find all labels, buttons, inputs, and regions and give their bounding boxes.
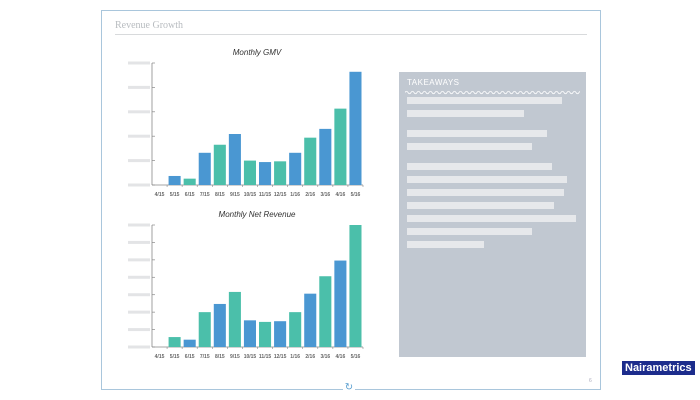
bar-2-16 — [304, 293, 317, 347]
bar-9-15 — [228, 291, 241, 347]
x-tick-label: 10/15 — [244, 354, 257, 360]
title-divider — [115, 34, 587, 35]
brand-logo-icon: ↻ — [343, 382, 355, 394]
placeholder-line — [407, 110, 524, 117]
placeholder-line — [407, 176, 567, 183]
x-tick-label: 5/15 — [170, 354, 180, 360]
bar-5-16 — [349, 71, 362, 185]
bar-3-16 — [319, 128, 332, 185]
y-tick-placeholder — [128, 85, 150, 89]
y-tick-placeholder — [128, 61, 150, 65]
y-tick-placeholder — [128, 275, 150, 279]
bar-5-15 — [168, 175, 181, 185]
monthly-gmv-chart: Monthly GMV 4/15 5/15 6/15 7/15 8/15 9/15 10/15… — [128, 48, 364, 198]
y-tick-placeholder — [128, 258, 150, 262]
x-tick-label: 5/15 — [170, 192, 180, 198]
bar-8-15 — [213, 144, 226, 185]
x-tick-label: 5/16 — [351, 192, 361, 198]
x-tick-label: 3/16 — [320, 192, 330, 198]
bar-4-16 — [334, 260, 347, 347]
x-tick-label: 4/15 — [155, 354, 165, 360]
x-tick-label: 7/15 — [200, 192, 210, 198]
placeholder-line — [407, 163, 552, 170]
bar-10-15 — [243, 320, 256, 347]
y-tick-placeholder — [128, 134, 150, 138]
placeholder-line — [407, 228, 532, 235]
bar-3-16 — [319, 276, 332, 347]
bar-11-15 — [259, 162, 272, 185]
x-tick-label: 8/15 — [215, 192, 225, 198]
y-tick-placeholder — [128, 240, 150, 244]
bar-2-16 — [304, 137, 317, 185]
x-tick-label: 8/15 — [215, 354, 225, 360]
bar-6-15 — [183, 178, 196, 185]
x-tick-label: 5/16 — [351, 354, 361, 360]
takeaways-heading: TAKEAWAYS — [407, 78, 460, 87]
y-tick-placeholder — [128, 345, 150, 349]
nairametrics-watermark: Nairametrics — [622, 361, 695, 375]
bar-11-15 — [259, 321, 272, 347]
bar-7-15 — [198, 312, 211, 347]
bar-10-15 — [243, 160, 256, 185]
chart-title: Monthly GMV — [233, 48, 282, 57]
y-tick-placeholder — [128, 110, 150, 114]
x-tick-label: 12/15 — [274, 354, 287, 360]
y-tick-placeholder — [128, 310, 150, 314]
x-tick-label: 4/16 — [336, 354, 346, 360]
placeholder-line — [407, 130, 547, 137]
bar-7-15 — [198, 152, 211, 185]
bar-1-16 — [289, 152, 302, 185]
x-tick-label: 9/15 — [230, 192, 240, 198]
placeholder-line — [407, 189, 564, 196]
bar-4-16 — [334, 108, 347, 185]
x-tick-label: 11/15 — [259, 192, 271, 198]
placeholder-line — [407, 97, 562, 104]
page-number: 6 — [589, 378, 592, 384]
takeaways-panel: TAKEAWAYS — [399, 72, 586, 357]
bar-12-15 — [274, 321, 287, 347]
y-tick-placeholder — [128, 328, 150, 332]
y-tick-placeholder — [128, 293, 150, 297]
placeholder-line — [407, 215, 576, 222]
x-tick-label: 2/16 — [305, 354, 315, 360]
bar-5-16 — [349, 225, 362, 347]
bar-12-15 — [274, 161, 287, 185]
y-tick-placeholder — [128, 183, 150, 187]
chart-title: Monthly Net Revenue — [219, 210, 296, 219]
x-tick-label: 4/15 — [155, 192, 165, 198]
placeholder-line — [407, 143, 532, 150]
x-tick-label: 10/15 — [244, 192, 257, 198]
placeholder-line — [407, 241, 484, 248]
bar-1-16 — [289, 312, 302, 347]
x-tick-label: 1/16 — [290, 192, 300, 198]
placeholder-line — [407, 202, 554, 209]
slide-title: Revenue Growth — [115, 20, 184, 31]
y-tick-placeholder — [128, 223, 150, 227]
monthly-net-revenue-chart: Monthly Net Revenue 4/15 5/15 6/15 7/15 8/15 9… — [128, 210, 364, 360]
x-tick-label: 7/15 — [200, 354, 210, 360]
x-tick-label: 11/15 — [259, 354, 271, 360]
x-tick-label: 6/15 — [185, 192, 195, 198]
x-tick-label: 6/15 — [185, 354, 195, 360]
bar-8-15 — [213, 303, 226, 347]
bar-9-15 — [228, 134, 241, 185]
x-tick-label: 3/16 — [320, 354, 330, 360]
bar-6-15 — [183, 339, 196, 347]
x-tick-label: 1/16 — [290, 354, 300, 360]
x-tick-label: 9/15 — [230, 354, 240, 360]
x-tick-label: 12/15 — [274, 192, 287, 198]
wavy-divider — [405, 90, 580, 95]
bar-5-15 — [168, 337, 181, 347]
x-tick-label: 4/16 — [336, 192, 346, 198]
x-tick-label: 2/16 — [305, 192, 315, 198]
y-tick-placeholder — [128, 159, 150, 163]
